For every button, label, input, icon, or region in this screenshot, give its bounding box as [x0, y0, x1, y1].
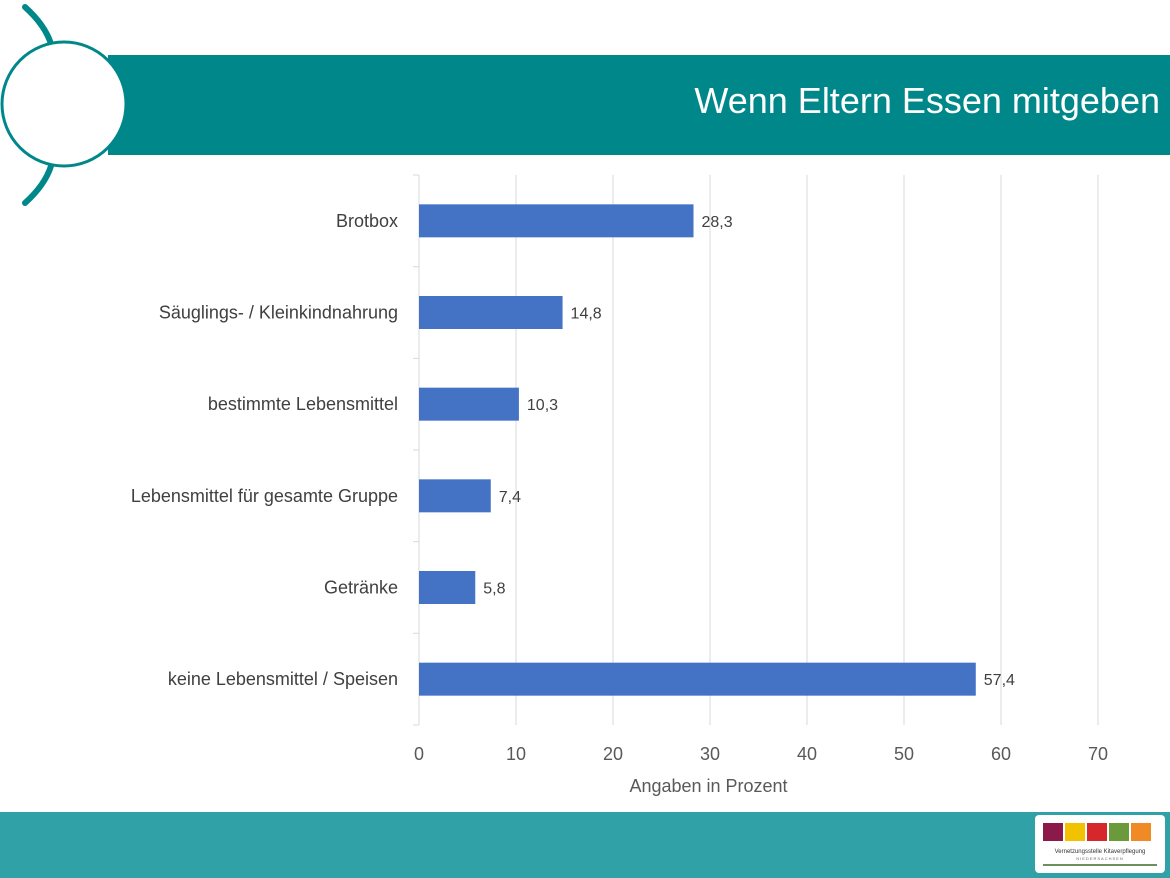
bar	[419, 387, 519, 421]
logo: Vernetzungsstelle Kitaverpflegung NIEDER…	[1035, 815, 1165, 873]
data-label: 57,4	[984, 672, 1015, 689]
x-axis-title: Angaben in Prozent	[629, 776, 787, 796]
data-label: 10,3	[527, 397, 558, 414]
x-tick-label: 10	[506, 744, 526, 764]
svg-text:NIEDERSACHSEN: NIEDERSACHSEN	[1076, 856, 1123, 861]
bar	[419, 571, 476, 604]
x-tick-label: 0	[414, 744, 424, 764]
bar-chart: 0 10 20 30 40 50 60 70 Brotbox 28,3 Säuglings- / K…	[131, 174, 1108, 796]
category-label: keine Lebensmittel / Speisen	[168, 669, 398, 689]
bar	[419, 296, 563, 329]
data-label: 5,8	[483, 581, 505, 598]
data-label: 14,8	[571, 306, 602, 323]
footer-band	[0, 812, 1170, 878]
category-label: Getränke	[324, 578, 398, 598]
circle-decoration	[0, 4, 128, 206]
x-tick-label: 40	[797, 744, 817, 764]
bar	[419, 479, 491, 513]
bar	[419, 662, 976, 696]
x-tick-label: 60	[991, 744, 1011, 764]
category-label: Lebensmittel für gesamte Gruppe	[131, 486, 398, 506]
x-tick-label: 20	[603, 744, 623, 764]
x-tick-label: 30	[700, 744, 720, 764]
category-label: Säuglings- / Kleinkindnahrung	[159, 303, 398, 323]
category-label: Brotbox	[336, 211, 398, 231]
data-label: 7,4	[499, 489, 521, 506]
x-tick-label: 50	[894, 744, 914, 764]
bar	[419, 204, 694, 238]
page-title: Wenn Eltern Essen mitgeben	[694, 80, 1160, 121]
title-banner	[108, 55, 1170, 155]
data-label: 28,3	[702, 214, 733, 231]
x-tick-label: 70	[1088, 744, 1108, 764]
category-label: bestimmte Lebensmittel	[208, 394, 398, 414]
svg-text:Vernetzungsstelle Kitaverpfleg: Vernetzungsstelle Kitaverpflegung	[1055, 849, 1146, 855]
